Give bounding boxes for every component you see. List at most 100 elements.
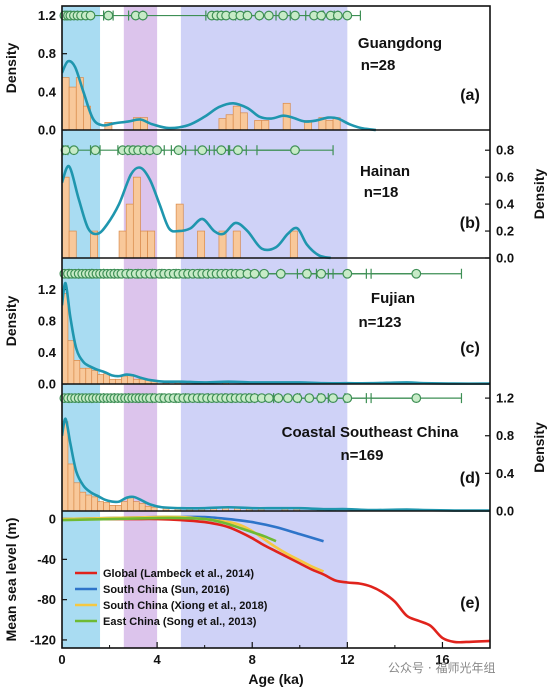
age-band-3 bbox=[180, 6, 348, 648]
histogram-bar bbox=[68, 230, 77, 259]
histogram-bar bbox=[61, 293, 69, 385]
histogram-bar bbox=[140, 230, 148, 259]
histogram-bar bbox=[115, 378, 122, 385]
sample-point bbox=[316, 10, 327, 21]
sample-point bbox=[254, 10, 265, 21]
axes-frame bbox=[61, 5, 491, 649]
panel-a: 0.0 0.4 0.8 1.2 Density Guangdong n=28 (a) bbox=[3, 8, 480, 137]
y-tick-label: 0.4 bbox=[496, 197, 515, 212]
y-tick-label: 0.8 bbox=[38, 46, 56, 61]
histogram-bar bbox=[85, 367, 93, 385]
histogram-bar bbox=[121, 375, 128, 385]
histogram-bar bbox=[61, 77, 70, 131]
histogram-bar bbox=[147, 230, 156, 259]
histogram-bar bbox=[79, 367, 87, 385]
panel-sample-count: n=123 bbox=[359, 314, 402, 331]
sample-point bbox=[290, 10, 300, 21]
histogram-bar bbox=[73, 482, 81, 512]
sea-level-series-1 bbox=[62, 517, 490, 644]
histogram-bar bbox=[73, 360, 81, 385]
histogram-bar bbox=[115, 505, 122, 512]
sample-point bbox=[342, 268, 353, 279]
y-tick-label: 0.8 bbox=[496, 428, 514, 443]
sample-point bbox=[282, 393, 293, 404]
y-tick-label: 0.4 bbox=[38, 84, 57, 99]
sample-point bbox=[342, 393, 353, 404]
panel-region-title: Coastal Southeast China bbox=[282, 424, 459, 441]
y-tick-label: 1.2 bbox=[38, 8, 56, 23]
panel-letter-label: (b) bbox=[460, 215, 480, 232]
histogram-bar bbox=[218, 118, 227, 131]
histogram-bar bbox=[118, 230, 127, 259]
y-axis-label: Density bbox=[531, 422, 547, 473]
sample-point bbox=[302, 268, 312, 279]
panel-letter-label: (e) bbox=[460, 595, 480, 612]
y-tick-label: 0.8 bbox=[496, 143, 514, 158]
histogram-bar bbox=[109, 378, 116, 385]
panel-d: 0.0 0.4 0.8 1.2 Density Coastal Southeast Chi… bbox=[59, 391, 547, 519]
y-axis-label: Density bbox=[531, 169, 547, 220]
sample-point bbox=[242, 10, 253, 21]
histogram-bar bbox=[132, 501, 140, 512]
y-tick-label: 0.6 bbox=[496, 170, 514, 185]
panel-sample-count: n=169 bbox=[341, 447, 384, 464]
density-curve bbox=[62, 59, 377, 132]
sample-point bbox=[216, 145, 227, 156]
x-tick-label: 12 bbox=[340, 652, 354, 667]
sample-point bbox=[173, 145, 184, 156]
y-tick-label: 0 bbox=[49, 512, 56, 527]
x-tick-label: 0 bbox=[58, 652, 65, 667]
histogram-bar bbox=[144, 505, 152, 512]
shaded-age-bands bbox=[62, 6, 348, 648]
y-tick-label: -120 bbox=[30, 632, 56, 647]
y-tick-label: 0.2 bbox=[496, 224, 514, 239]
y-tick-label: 0.0 bbox=[38, 377, 56, 392]
density-curve bbox=[62, 417, 490, 512]
sample-point bbox=[263, 10, 274, 21]
histogram-bar bbox=[261, 120, 270, 131]
age-band-2 bbox=[123, 6, 158, 648]
density-curve bbox=[62, 281, 490, 385]
panel-b: 0.0 0.2 0.4 0.6 0.8 Density Hainan n=18 (b) bbox=[60, 143, 547, 266]
legend: Global (Lambeck et al., 2014) South China… bbox=[75, 568, 268, 628]
y-tick-label: 0.8 bbox=[38, 314, 56, 329]
y-tick-label: 0.0 bbox=[496, 504, 514, 519]
sample-point bbox=[411, 393, 422, 404]
histogram-bar bbox=[67, 340, 75, 385]
sample-point bbox=[259, 268, 270, 279]
sample-point bbox=[137, 10, 148, 21]
sea-level-series-4 bbox=[62, 516, 277, 543]
panel-region-title: Guangdong bbox=[358, 35, 442, 52]
histogram-bar bbox=[85, 494, 93, 512]
legend-entry-1: Global (Lambeck et al., 2014) bbox=[103, 568, 254, 580]
panel-region-title: Hainan bbox=[360, 163, 410, 180]
histogram-bar bbox=[138, 503, 146, 512]
panel-letter-label: (c) bbox=[460, 340, 480, 357]
panel-letter-label: (d) bbox=[460, 470, 480, 487]
histogram-bar bbox=[239, 112, 248, 131]
sample-point bbox=[332, 10, 343, 21]
histogram-bar bbox=[127, 496, 134, 512]
sample-point bbox=[342, 10, 353, 21]
sample-point bbox=[328, 393, 338, 404]
histogram-bar bbox=[121, 501, 128, 512]
sample-point bbox=[273, 393, 284, 404]
histogram-bar bbox=[97, 501, 104, 512]
y-tick-label: 0.0 bbox=[38, 123, 56, 138]
sample-point bbox=[90, 145, 101, 156]
y-tick-label: -40 bbox=[37, 552, 56, 567]
histogram-bar bbox=[232, 230, 241, 259]
histogram-bar bbox=[79, 491, 87, 512]
x-tick-label: 8 bbox=[249, 652, 256, 667]
sample-point bbox=[152, 145, 163, 156]
watermark-text: 公众号 · 福师光年组 bbox=[388, 660, 495, 675]
x-axis-label: Age (ka) bbox=[248, 671, 303, 687]
histogram-bar bbox=[91, 370, 99, 385]
y-axis-label: Mean sea level (m) bbox=[3, 518, 19, 642]
y-tick-label: 0.0 bbox=[496, 251, 514, 266]
histogram-bar bbox=[67, 463, 75, 512]
sample-point bbox=[233, 145, 243, 156]
sample-point bbox=[304, 393, 315, 404]
